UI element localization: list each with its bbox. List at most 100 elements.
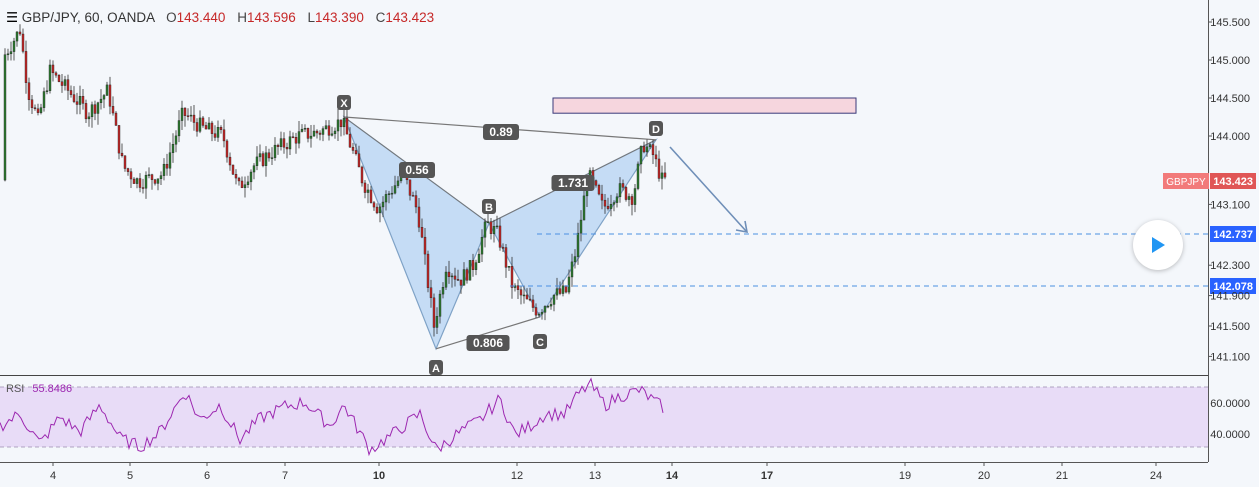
candle-body xyxy=(549,304,553,307)
target-zone xyxy=(552,97,857,114)
candle-body xyxy=(624,187,628,200)
candle-body xyxy=(186,115,190,117)
candle-body xyxy=(36,108,40,113)
candle-body xyxy=(606,205,610,209)
candle-body xyxy=(111,106,115,114)
candle-body xyxy=(453,275,457,280)
candle-body xyxy=(54,72,58,76)
candle-body xyxy=(333,130,337,135)
candle-body xyxy=(471,260,475,270)
candle-body xyxy=(228,156,232,166)
candle-body xyxy=(276,144,280,147)
candle-body xyxy=(60,81,64,86)
time-tick-label: 4 xyxy=(50,470,56,482)
candle-body xyxy=(522,294,526,297)
candle-body xyxy=(615,196,619,203)
play-button[interactable] xyxy=(1133,220,1183,270)
candle-body xyxy=(126,168,130,172)
candle-body xyxy=(6,53,10,56)
candle-body xyxy=(546,305,550,308)
point-label-d: D xyxy=(652,124,660,136)
candle-body xyxy=(102,95,106,100)
candle-body xyxy=(300,128,304,132)
candle-body xyxy=(69,90,73,95)
last-price-label: 143.423 xyxy=(1213,176,1253,188)
candle-body xyxy=(366,189,370,193)
candle-body xyxy=(525,294,529,300)
point-badge xyxy=(337,95,351,110)
candle-body xyxy=(567,276,571,293)
candle-body xyxy=(384,194,388,203)
candle-body xyxy=(114,112,118,126)
candle-body xyxy=(597,185,601,195)
low-value: 143.390 xyxy=(315,10,364,25)
candle-body xyxy=(411,195,415,197)
candle-body xyxy=(534,307,538,316)
candle-body xyxy=(132,178,136,184)
point-label-b: B xyxy=(485,202,493,214)
candle-body xyxy=(249,171,253,183)
projection-arrow xyxy=(669,146,747,232)
candle-body xyxy=(255,156,259,166)
candle-body xyxy=(150,174,154,180)
open-label: O xyxy=(166,10,177,25)
ratio-label: 0.89 xyxy=(489,125,513,139)
close-label: C xyxy=(375,10,386,25)
candle-body xyxy=(162,163,166,176)
candle-body xyxy=(195,122,199,132)
candle-body xyxy=(342,118,346,128)
ratio-label: 0.56 xyxy=(405,163,429,177)
candle-body xyxy=(318,132,322,135)
candle-body xyxy=(201,117,205,126)
candle-body xyxy=(387,193,391,195)
candle-body xyxy=(156,178,160,184)
time-tick-label: 20 xyxy=(978,470,990,482)
time-tick-label: 13 xyxy=(589,470,601,482)
candle-body xyxy=(450,275,454,278)
candle-body xyxy=(258,153,262,158)
ticker-badge-bg[interactable] xyxy=(1163,173,1209,189)
candle-body xyxy=(264,152,268,166)
candle-body xyxy=(171,144,175,153)
candle-body xyxy=(564,285,568,293)
candle-body xyxy=(657,158,661,179)
candle-body xyxy=(618,183,622,198)
candle-body xyxy=(237,177,241,182)
candle-body xyxy=(96,102,100,114)
candle-body xyxy=(651,144,655,156)
price-tick-label: 145.500 xyxy=(1210,17,1250,29)
candle-body xyxy=(159,175,163,179)
candle-body xyxy=(444,271,448,288)
menu-icon[interactable]: ☰ xyxy=(6,10,19,25)
close-value: 143.423 xyxy=(385,10,435,25)
candle-body xyxy=(183,107,187,116)
candle-body xyxy=(231,164,235,175)
candle-body xyxy=(543,306,547,313)
candle-body xyxy=(135,178,139,184)
point-label-a: A xyxy=(432,363,440,375)
candle-body xyxy=(90,104,94,118)
candle-body xyxy=(270,157,274,159)
candle-body xyxy=(603,199,607,207)
candle-body xyxy=(576,232,580,257)
price-tick-label: 145.000 xyxy=(1210,55,1250,67)
candle-body xyxy=(261,153,265,166)
candle-body xyxy=(309,135,313,139)
candle-body xyxy=(612,202,616,205)
candle-body xyxy=(642,146,646,153)
chart-legend: ☰ GBP/JPY, 60, OANDA O143.440 H143.596 L… xyxy=(6,10,434,26)
candle-body xyxy=(312,130,316,137)
candle-body xyxy=(516,285,520,290)
time-tick-label: 12 xyxy=(511,470,523,482)
candle-body xyxy=(483,221,487,238)
candle-body xyxy=(357,153,361,168)
candle-body xyxy=(369,189,373,203)
last-price-badge xyxy=(1210,173,1256,189)
candle-body xyxy=(477,253,481,263)
candle-body xyxy=(336,119,340,132)
candle-body xyxy=(426,253,430,288)
candle-body xyxy=(552,294,556,305)
candle-body xyxy=(174,135,178,145)
candle-body xyxy=(177,120,181,137)
